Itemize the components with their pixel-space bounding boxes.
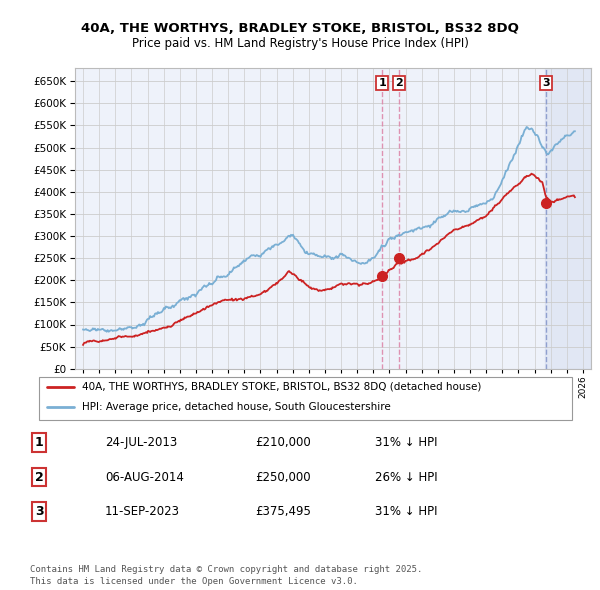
Text: 06-AUG-2014: 06-AUG-2014 <box>105 471 184 484</box>
Text: Price paid vs. HM Land Registry's House Price Index (HPI): Price paid vs. HM Land Registry's House … <box>131 37 469 50</box>
Text: 1: 1 <box>379 78 386 88</box>
Text: 2: 2 <box>395 78 403 88</box>
Text: 3: 3 <box>35 505 43 518</box>
Text: 26% ↓ HPI: 26% ↓ HPI <box>375 471 437 484</box>
Text: 24-JUL-2013: 24-JUL-2013 <box>105 436 177 449</box>
Text: HPI: Average price, detached house, South Gloucestershire: HPI: Average price, detached house, Sout… <box>82 402 391 412</box>
Text: £250,000: £250,000 <box>255 471 311 484</box>
FancyBboxPatch shape <box>39 378 572 420</box>
Text: 40A, THE WORTHYS, BRADLEY STOKE, BRISTOL, BS32 8DQ: 40A, THE WORTHYS, BRADLEY STOKE, BRISTOL… <box>81 22 519 35</box>
Text: £375,495: £375,495 <box>255 505 311 518</box>
Text: 3: 3 <box>542 78 550 88</box>
Text: 31% ↓ HPI: 31% ↓ HPI <box>375 505 437 518</box>
Text: 40A, THE WORTHYS, BRADLEY STOKE, BRISTOL, BS32 8DQ (detached house): 40A, THE WORTHYS, BRADLEY STOKE, BRISTOL… <box>82 382 481 392</box>
Text: 11-SEP-2023: 11-SEP-2023 <box>105 505 180 518</box>
Text: 1: 1 <box>35 436 43 449</box>
Bar <box>545 68 591 369</box>
Text: 2: 2 <box>35 471 43 484</box>
Text: Contains HM Land Registry data © Crown copyright and database right 2025.
This d: Contains HM Land Registry data © Crown c… <box>30 565 422 586</box>
Text: 31% ↓ HPI: 31% ↓ HPI <box>375 436 437 449</box>
Text: £210,000: £210,000 <box>255 436 311 449</box>
